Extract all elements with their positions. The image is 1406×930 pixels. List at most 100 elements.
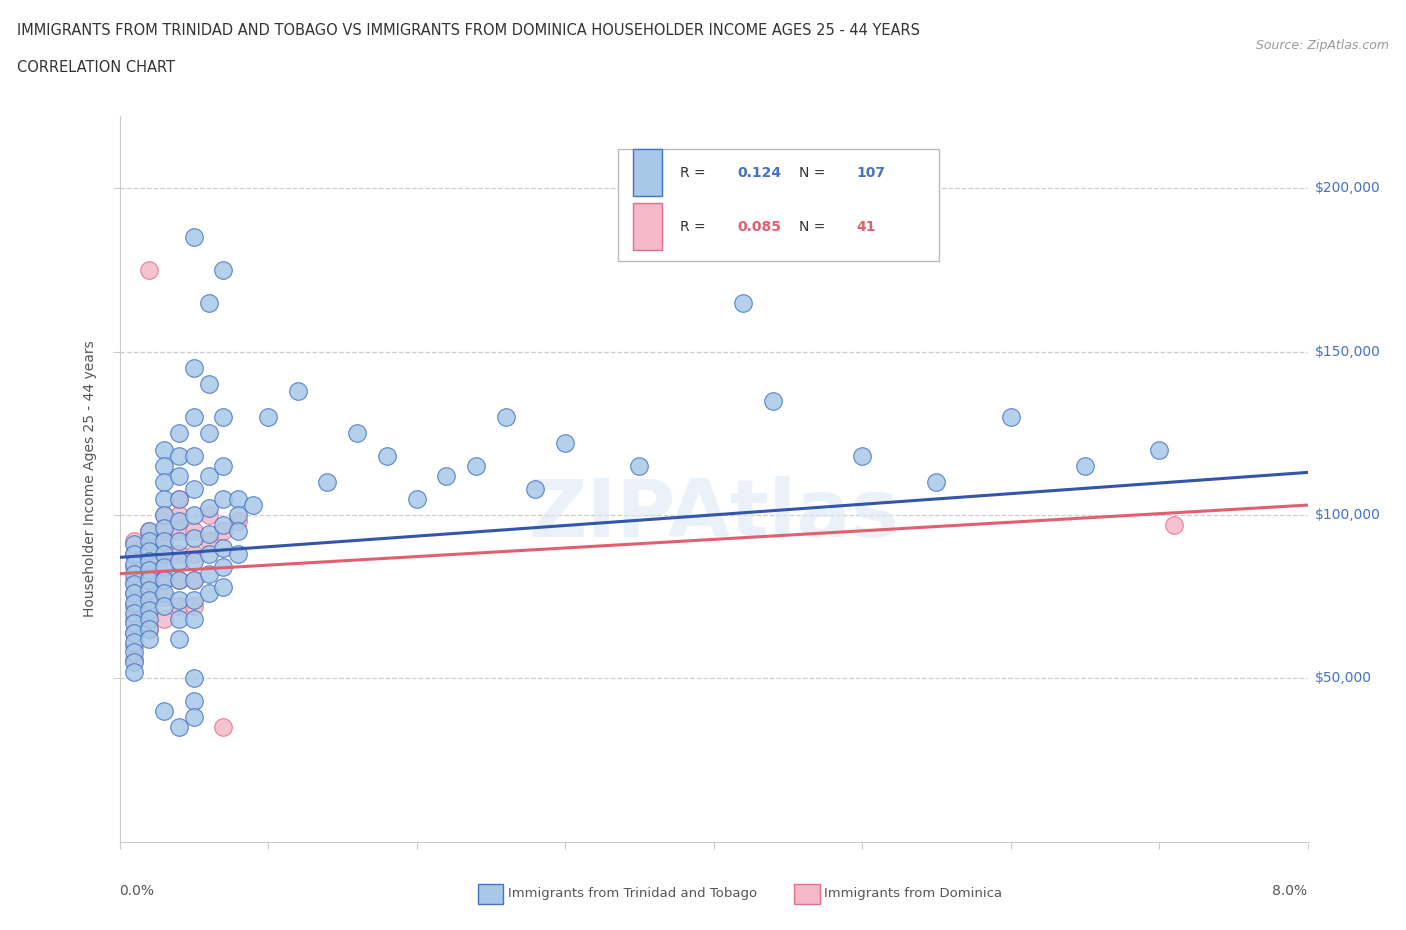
Point: [124, 616, 146, 631]
Point: [124, 638, 146, 653]
Point: [124, 560, 146, 575]
Point: [124, 547, 146, 562]
Point: [167, 547, 190, 562]
Point: [197, 508, 219, 523]
Point: [212, 524, 235, 538]
Point: [138, 524, 160, 538]
Point: [228, 514, 250, 529]
Point: [183, 710, 205, 724]
Text: N =: N =: [799, 166, 830, 179]
Point: [167, 524, 190, 538]
Point: [183, 361, 205, 376]
Point: [197, 566, 219, 581]
Point: [851, 448, 873, 463]
Point: [183, 573, 205, 588]
Point: [124, 599, 146, 614]
Point: [183, 592, 205, 607]
Point: [138, 534, 160, 549]
Text: 8.0%: 8.0%: [1272, 884, 1308, 897]
Point: [228, 547, 250, 562]
Point: [1000, 409, 1022, 424]
Text: $150,000: $150,000: [1315, 344, 1381, 358]
Text: IMMIGRANTS FROM TRINIDAD AND TOBAGO VS IMMIGRANTS FROM DOMINICA HOUSEHOLDER INCO: IMMIGRANTS FROM TRINIDAD AND TOBAGO VS I…: [17, 23, 920, 38]
Text: 0.124: 0.124: [737, 166, 782, 179]
Point: [124, 644, 146, 659]
Point: [124, 664, 146, 679]
Point: [153, 508, 176, 523]
Point: [434, 468, 457, 483]
Point: [124, 586, 146, 601]
Point: [197, 468, 219, 483]
Point: [554, 435, 576, 450]
Point: [628, 458, 651, 473]
Point: [138, 612, 160, 627]
Point: [153, 589, 176, 604]
Point: [183, 230, 205, 245]
Point: [346, 426, 368, 441]
Point: [153, 475, 176, 490]
Point: [167, 448, 190, 463]
Text: Immigrants from Trinidad and Tobago: Immigrants from Trinidad and Tobago: [508, 887, 756, 900]
Point: [124, 547, 146, 562]
Point: [138, 573, 160, 588]
Point: [153, 540, 176, 555]
Point: [405, 491, 427, 506]
Point: [183, 524, 205, 538]
Point: [138, 582, 160, 597]
Point: [153, 524, 176, 538]
Text: 107: 107: [856, 166, 886, 179]
Point: [124, 651, 146, 666]
Point: [138, 589, 160, 604]
Point: [138, 603, 160, 618]
Text: $100,000: $100,000: [1315, 508, 1381, 522]
Point: [167, 508, 190, 523]
Text: 0.0%: 0.0%: [120, 884, 155, 897]
Text: $50,000: $50,000: [1315, 671, 1372, 685]
Text: $200,000: $200,000: [1315, 181, 1381, 195]
Point: [138, 631, 160, 646]
Point: [212, 579, 235, 594]
Point: [167, 491, 190, 506]
Point: [153, 458, 176, 473]
Point: [183, 482, 205, 497]
Point: [138, 592, 160, 607]
Point: [197, 547, 219, 562]
Point: [124, 635, 146, 650]
FancyBboxPatch shape: [633, 203, 662, 250]
Point: [167, 534, 190, 549]
Point: [153, 599, 176, 614]
Point: [1074, 458, 1097, 473]
Point: [138, 543, 160, 558]
Point: [138, 262, 160, 277]
Text: Immigrants from Dominica: Immigrants from Dominica: [824, 887, 1002, 900]
Point: [762, 393, 785, 408]
Point: [183, 694, 205, 709]
Text: 41: 41: [856, 219, 876, 233]
Point: [287, 383, 309, 398]
Point: [257, 409, 280, 424]
Point: [183, 409, 205, 424]
Point: [153, 508, 176, 523]
Point: [153, 491, 176, 506]
Point: [183, 553, 205, 568]
Point: [197, 377, 219, 392]
Point: [124, 573, 146, 588]
Point: [124, 596, 146, 611]
Point: [183, 448, 205, 463]
Point: [124, 576, 146, 591]
Point: [124, 625, 146, 640]
Text: N =: N =: [799, 219, 830, 233]
FancyBboxPatch shape: [619, 149, 939, 261]
Point: [228, 508, 250, 523]
Point: [524, 482, 547, 497]
Point: [138, 573, 160, 588]
Point: [153, 586, 176, 601]
Point: [167, 592, 190, 607]
Text: CORRELATION CHART: CORRELATION CHART: [17, 60, 174, 75]
Point: [167, 631, 190, 646]
Point: [228, 491, 250, 506]
Point: [124, 534, 146, 549]
Point: [124, 566, 146, 581]
Point: [197, 426, 219, 441]
Point: [495, 409, 517, 424]
